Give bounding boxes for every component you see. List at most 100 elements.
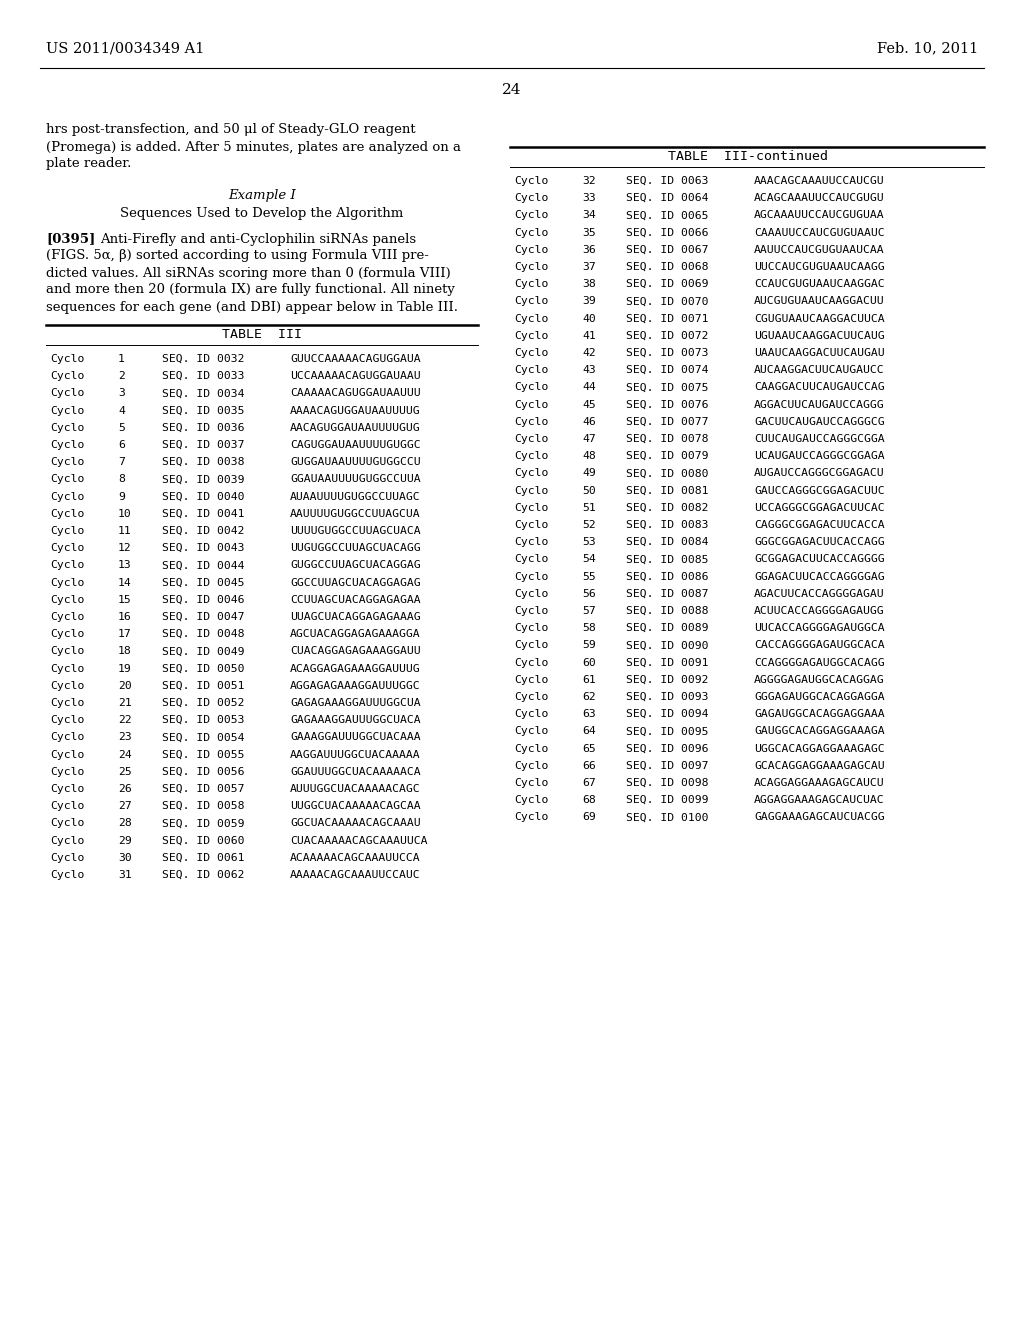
Text: AUAAUUUUGUGGCCUUAGC: AUAAUUUUGUGGCCUUAGC — [290, 491, 421, 502]
Text: 7: 7 — [118, 457, 125, 467]
Text: 46: 46 — [582, 417, 596, 426]
Text: GUUCCAAAAACAGUGGAUA: GUUCCAAAAACAGUGGAUA — [290, 354, 421, 364]
Text: SEQ. ID 0056: SEQ. ID 0056 — [162, 767, 245, 776]
Text: Cyclo: Cyclo — [50, 405, 84, 416]
Text: 62: 62 — [582, 692, 596, 702]
Text: 13: 13 — [118, 561, 132, 570]
Text: 35: 35 — [582, 227, 596, 238]
Text: Cyclo: Cyclo — [514, 314, 549, 323]
Text: Cyclo: Cyclo — [514, 503, 549, 512]
Text: Cyclo: Cyclo — [514, 520, 549, 531]
Text: SEQ. ID 0055: SEQ. ID 0055 — [162, 750, 245, 759]
Text: 24: 24 — [502, 83, 522, 96]
Text: 66: 66 — [582, 760, 596, 771]
Text: AAAACAGUGGAUAAUUUUG: AAAACAGUGGAUAAUUUUG — [290, 405, 421, 416]
Text: SEQ. ID 0058: SEQ. ID 0058 — [162, 801, 245, 812]
Text: GAGGAAAGAGCAUCUACGG: GAGGAAAGAGCAUCUACGG — [754, 812, 885, 822]
Text: Cyclo: Cyclo — [514, 537, 549, 548]
Text: Cyclo: Cyclo — [514, 657, 549, 668]
Text: Cyclo: Cyclo — [514, 623, 549, 634]
Text: SEQ. ID 0045: SEQ. ID 0045 — [162, 578, 245, 587]
Text: Cyclo: Cyclo — [514, 383, 549, 392]
Text: AACAGUGGAUAAUUUUGUG: AACAGUGGAUAAUUUUGUG — [290, 422, 421, 433]
Text: 1: 1 — [118, 354, 125, 364]
Text: GGGAGAUGGCACAGGAGGA: GGGAGAUGGCACAGGAGGA — [754, 692, 885, 702]
Text: Cyclo: Cyclo — [50, 767, 84, 776]
Text: SEQ. ID 0099: SEQ. ID 0099 — [626, 795, 709, 805]
Text: SEQ. ID 0047: SEQ. ID 0047 — [162, 612, 245, 622]
Text: GAAAGGAUUUGGCUACAAA: GAAAGGAUUUGGCUACAAA — [290, 733, 421, 742]
Text: Cyclo: Cyclo — [514, 210, 549, 220]
Text: Cyclo: Cyclo — [50, 457, 84, 467]
Text: SEQ. ID 0049: SEQ. ID 0049 — [162, 647, 245, 656]
Text: 29: 29 — [118, 836, 132, 846]
Text: GACUUCAUGAUCCAGGGCG: GACUUCAUGAUCCAGGGCG — [754, 417, 885, 426]
Text: 31: 31 — [118, 870, 132, 880]
Text: 68: 68 — [582, 795, 596, 805]
Text: Cyclo: Cyclo — [514, 589, 549, 599]
Text: Cyclo: Cyclo — [514, 554, 549, 565]
Text: Cyclo: Cyclo — [50, 733, 84, 742]
Text: GAGAAAGGAUUUGGCUACA: GAGAAAGGAUUUGGCUACA — [290, 715, 421, 725]
Text: Cyclo: Cyclo — [514, 486, 549, 495]
Text: SEQ. ID 0043: SEQ. ID 0043 — [162, 544, 245, 553]
Text: ACAAAAACAGCAAAUUCCA: ACAAAAACAGCAAAUUCCA — [290, 853, 421, 863]
Text: SEQ. ID 0054: SEQ. ID 0054 — [162, 733, 245, 742]
Text: 63: 63 — [582, 709, 596, 719]
Text: SEQ. ID 0060: SEQ. ID 0060 — [162, 836, 245, 846]
Text: UUCACCAGGGGAGAUGGCA: UUCACCAGGGGAGAUGGCA — [754, 623, 885, 634]
Text: 49: 49 — [582, 469, 596, 478]
Text: sequences for each gene (and DBI) appear below in Table III.: sequences for each gene (and DBI) appear… — [46, 301, 458, 314]
Text: Cyclo: Cyclo — [50, 681, 84, 690]
Text: CGUGUAAUCAAGGACUUCA: CGUGUAAUCAAGGACUUCA — [754, 314, 885, 323]
Text: [0395]: [0395] — [46, 232, 95, 246]
Text: Cyclo: Cyclo — [514, 675, 549, 685]
Text: SEQ. ID 0097: SEQ. ID 0097 — [626, 760, 709, 771]
Text: SEQ. ID 0069: SEQ. ID 0069 — [626, 280, 709, 289]
Text: Cyclo: Cyclo — [50, 853, 84, 863]
Text: 14: 14 — [118, 578, 132, 587]
Text: SEQ. ID 0052: SEQ. ID 0052 — [162, 698, 245, 708]
Text: 41: 41 — [582, 331, 596, 341]
Text: AGGAGGAAAGAGCAUCUAC: AGGAGGAAAGAGCAUCUAC — [754, 795, 885, 805]
Text: Cyclo: Cyclo — [514, 692, 549, 702]
Text: GUGGCCUUAGCUACAGGAG: GUGGCCUUAGCUACAGGAG — [290, 561, 421, 570]
Text: Cyclo: Cyclo — [514, 331, 549, 341]
Text: Example I: Example I — [228, 189, 296, 202]
Text: TABLE  III: TABLE III — [222, 329, 302, 342]
Text: CAAGGACUUCAUGAUCCAG: CAAGGACUUCAUGAUCCAG — [754, 383, 885, 392]
Text: 38: 38 — [582, 280, 596, 289]
Text: GGAUUUGGCUACAAAAACA: GGAUUUGGCUACAAAAACA — [290, 767, 421, 776]
Text: AUCGUGUAAUCAAGGACUU: AUCGUGUAAUCAAGGACUU — [754, 297, 885, 306]
Text: GGCUACAAAAACAGCAAAU: GGCUACAAAAACAGCAAAU — [290, 818, 421, 829]
Text: Cyclo: Cyclo — [514, 640, 549, 651]
Text: 8: 8 — [118, 474, 125, 484]
Text: CUACAGGAGAGAAAGGAUU: CUACAGGAGAGAAAGGAUU — [290, 647, 421, 656]
Text: hrs post-transfection, and 50 μl of Steady-GLO reagent: hrs post-transfection, and 50 μl of Stea… — [46, 124, 416, 136]
Text: SEQ. ID 0046: SEQ. ID 0046 — [162, 595, 245, 605]
Text: 26: 26 — [118, 784, 132, 795]
Text: SEQ. ID 0038: SEQ. ID 0038 — [162, 457, 245, 467]
Text: SEQ. ID 0098: SEQ. ID 0098 — [626, 777, 709, 788]
Text: 58: 58 — [582, 623, 596, 634]
Text: SEQ. ID 0032: SEQ. ID 0032 — [162, 354, 245, 364]
Text: SEQ. ID 0048: SEQ. ID 0048 — [162, 630, 245, 639]
Text: 40: 40 — [582, 314, 596, 323]
Text: 9: 9 — [118, 491, 125, 502]
Text: Cyclo: Cyclo — [514, 812, 549, 822]
Text: 55: 55 — [582, 572, 596, 582]
Text: AAACAGCAAAUUCCAUCGU: AAACAGCAAAUUCCAUCGU — [754, 176, 885, 186]
Text: GAGAUGGCACAGGAGGAAA: GAGAUGGCACAGGAGGAAA — [754, 709, 885, 719]
Text: Cyclo: Cyclo — [50, 354, 84, 364]
Text: Cyclo: Cyclo — [514, 709, 549, 719]
Text: Cyclo: Cyclo — [514, 572, 549, 582]
Text: SEQ. ID 0087: SEQ. ID 0087 — [626, 589, 709, 599]
Text: 34: 34 — [582, 210, 596, 220]
Text: SEQ. ID 0044: SEQ. ID 0044 — [162, 561, 245, 570]
Text: GGAGACUUCACCAGGGGAG: GGAGACUUCACCAGGGGAG — [754, 572, 885, 582]
Text: Cyclo: Cyclo — [50, 750, 84, 759]
Text: 18: 18 — [118, 647, 132, 656]
Text: GAUGGCACAGGAGGAAAGA: GAUGGCACAGGAGGAAAGA — [754, 726, 885, 737]
Text: CACCAGGGGAGAUGGCACA: CACCAGGGGAGAUGGCACA — [754, 640, 885, 651]
Text: Cyclo: Cyclo — [514, 400, 549, 409]
